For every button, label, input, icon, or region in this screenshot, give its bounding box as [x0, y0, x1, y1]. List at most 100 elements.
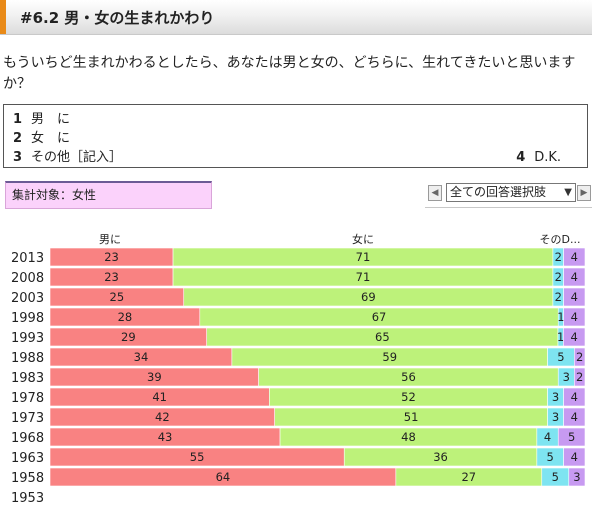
data-label: 28: [118, 310, 133, 324]
column-header: そのD...: [540, 233, 581, 246]
data-label: 59: [382, 350, 397, 364]
bar-segment: [563, 407, 586, 427]
data-label: 1: [557, 330, 564, 344]
bar-segment: [563, 307, 586, 327]
option-number: 2: [13, 131, 23, 146]
year-label: 1993: [11, 331, 44, 346]
data-label: 5: [552, 470, 559, 484]
bar-segment: [563, 287, 586, 307]
option-1: 1 男 に: [13, 110, 70, 129]
option-number: 1: [13, 112, 23, 127]
data-label: 52: [401, 390, 416, 404]
data-label: 67: [372, 310, 387, 324]
data-label: 1: [557, 310, 564, 324]
data-label: 56: [401, 370, 416, 384]
arrow-left-icon[interactable]: ◀: [428, 185, 442, 201]
data-label: 43: [158, 430, 173, 444]
bar-segment: [573, 347, 586, 367]
year-label: 1983: [11, 371, 44, 386]
data-label: 55: [190, 450, 205, 464]
bar-segment: [568, 467, 586, 487]
data-label: 69: [361, 290, 376, 304]
column-header: 男に: [99, 233, 121, 246]
data-label: 4: [571, 270, 578, 284]
data-label: 4: [544, 430, 551, 444]
data-label: 4: [571, 330, 578, 344]
data-label: 25: [110, 290, 125, 304]
option-4: 4 D.K.: [516, 148, 561, 167]
data-label: 5: [568, 430, 575, 444]
data-label: 4: [571, 250, 578, 264]
data-label: 29: [121, 330, 136, 344]
data-label: 34: [134, 350, 149, 364]
data-label: 4: [571, 450, 578, 464]
header-accent-bar: [0, 0, 6, 34]
data-label: 71: [356, 270, 371, 284]
option-2: 2 女 に: [13, 129, 70, 148]
year-label: 1963: [11, 451, 44, 466]
data-label: 39: [147, 370, 162, 384]
select-value: 全ての回答選択肢: [450, 185, 547, 199]
question-text: もういちど生まれかわるとしたら、あなたは男と女の、どちらに、生れてきたいと思いま…: [3, 55, 576, 92]
data-label: 27: [461, 470, 476, 484]
data-label: 23: [104, 270, 119, 284]
year-label: 1988: [11, 351, 44, 366]
data-label: 41: [152, 390, 167, 404]
data-label: 2: [555, 290, 562, 304]
data-label: 4: [571, 390, 578, 404]
bar-segment: [563, 247, 586, 267]
page-header: #6.2 男・女の生まれかわり: [0, 0, 592, 35]
bar-segment: [563, 447, 586, 467]
option-label: 男 に: [31, 112, 71, 127]
tabulation-target-tab[interactable]: 集計対象：女性: [5, 181, 212, 209]
data-label: 4: [571, 310, 578, 324]
bar-segment: [563, 267, 586, 287]
chevron-down-icon: ▼: [564, 187, 572, 198]
bar-segment: [573, 367, 586, 387]
data-label: 23: [104, 250, 119, 264]
option-label: その他［記入］: [31, 150, 123, 165]
column-header: 女に: [352, 232, 374, 246]
data-label: 2: [555, 270, 562, 284]
year-label: 2003: [11, 291, 44, 306]
data-label: 71: [356, 250, 371, 264]
data-label: 42: [155, 410, 170, 424]
data-label: 2: [576, 370, 583, 384]
answer-options-box: 1 男 に 2 女 に 3 その他［記入］ 4 D.K.: [3, 104, 588, 168]
data-label: 36: [433, 450, 448, 464]
data-label: 2: [555, 250, 562, 264]
option-label: 女 に: [31, 131, 71, 146]
option-3: 3 その他［記入］: [13, 148, 122, 167]
data-label: 51: [404, 410, 419, 424]
data-label: 5: [547, 450, 554, 464]
option-number: 3: [13, 150, 23, 165]
data-label: 64: [216, 470, 231, 484]
divider: [425, 207, 592, 208]
option-number: 4: [516, 150, 526, 165]
answer-choice-select[interactable]: 全ての回答選択肢 ▼: [446, 183, 576, 202]
data-label: 3: [573, 470, 580, 484]
option-label: D.K.: [534, 150, 561, 165]
year-label: 1968: [11, 431, 44, 446]
data-label: 65: [375, 330, 390, 344]
year-label: 2013: [11, 251, 44, 266]
data-label: 4: [571, 290, 578, 304]
year-label: 2008: [11, 271, 44, 286]
data-label: 3: [563, 370, 570, 384]
data-label: 2: [576, 350, 583, 364]
data-label: 5: [557, 350, 564, 364]
data-label: 4: [571, 410, 578, 424]
arrow-right-icon[interactable]: ▶: [577, 185, 591, 201]
year-label: 1998: [11, 311, 44, 326]
bar-segment: [563, 327, 586, 347]
bar-segment: [563, 387, 586, 407]
data-label: 3: [552, 410, 559, 424]
year-label: 1953: [11, 491, 44, 506]
year-label: 1978: [11, 391, 44, 406]
year-label: 1958: [11, 471, 44, 486]
data-label: 3: [552, 390, 559, 404]
bar-segment: [557, 427, 586, 447]
year-label: 1973: [11, 411, 44, 426]
data-label: 48: [401, 430, 416, 444]
